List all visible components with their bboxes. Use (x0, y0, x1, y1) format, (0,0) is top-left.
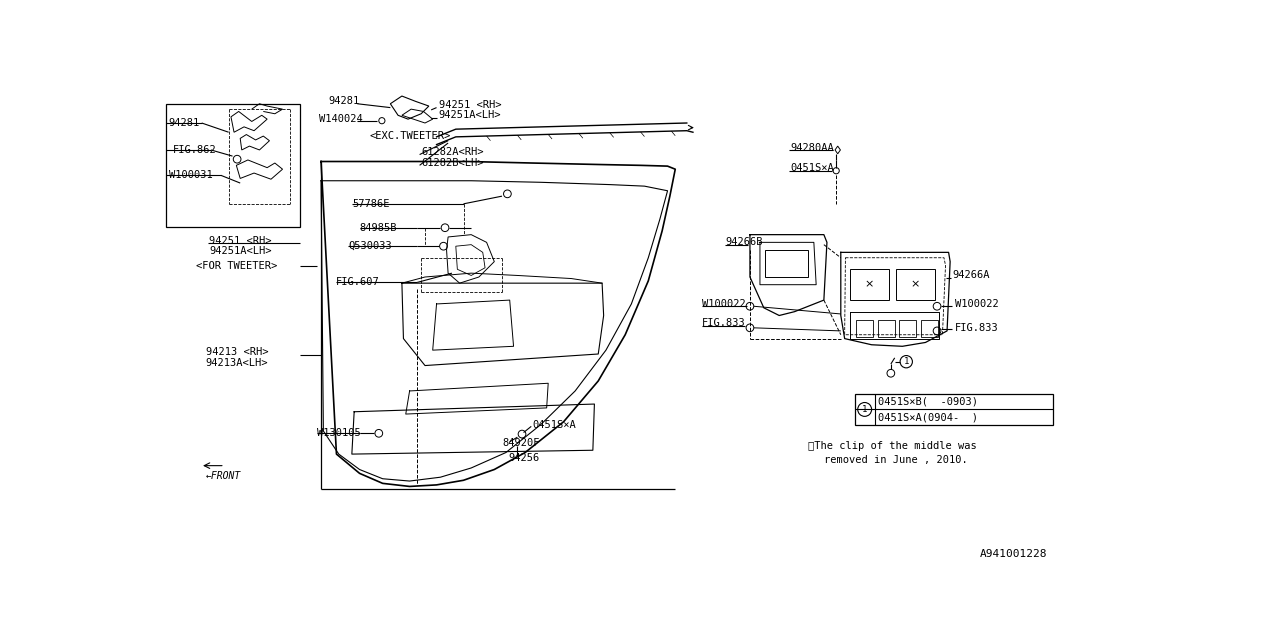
Text: A941001228: A941001228 (979, 549, 1047, 559)
Bar (896, 269, 934, 300)
Text: FIG.607: FIG.607 (335, 277, 379, 287)
Bar (855, 394, 1053, 425)
Text: FIG.833: FIG.833 (955, 323, 998, 333)
Text: <EXC.TWEETER>: <EXC.TWEETER> (370, 131, 451, 141)
Bar (850, 269, 888, 300)
Text: 84985B: 84985B (360, 223, 397, 233)
Text: 94256: 94256 (508, 453, 539, 463)
Text: 94213A<LH>: 94213A<LH> (206, 358, 268, 368)
Text: 0451S×A: 0451S×A (791, 163, 835, 173)
Text: W100031: W100031 (169, 170, 212, 180)
Text: 61282B<LH>: 61282B<LH> (421, 158, 484, 168)
Text: 94251 <RH>: 94251 <RH> (210, 236, 271, 246)
Bar (765, 250, 808, 277)
Text: 1: 1 (861, 405, 868, 414)
Text: ←FRONT: ←FRONT (206, 470, 241, 481)
Text: 94281: 94281 (329, 97, 360, 106)
Text: W140024: W140024 (319, 114, 362, 124)
Text: 61282A<RH>: 61282A<RH> (421, 147, 484, 157)
Text: 94213 <RH>: 94213 <RH> (206, 348, 268, 358)
Text: 1: 1 (904, 357, 909, 366)
Text: 94266A: 94266A (952, 271, 989, 280)
Bar (878, 320, 895, 337)
Bar (165, 104, 301, 227)
Text: 0451S×A(0904-  ): 0451S×A(0904- ) (878, 412, 978, 422)
Text: 0451S×A: 0451S×A (532, 420, 576, 430)
Text: 57786E: 57786E (352, 199, 389, 209)
Text: 94281: 94281 (169, 118, 200, 128)
Text: W130105: W130105 (317, 428, 361, 438)
Text: ×: × (864, 280, 874, 290)
Text: W100022: W100022 (703, 299, 746, 309)
Bar (856, 320, 873, 337)
Text: <FOR TWEETER>: <FOR TWEETER> (196, 261, 276, 271)
Text: ×: × (911, 280, 920, 290)
Text: ※The clip of the middle was: ※The clip of the middle was (809, 442, 977, 451)
Bar (920, 320, 938, 337)
Text: FIG.862: FIG.862 (173, 145, 216, 155)
Text: Q530033: Q530033 (348, 241, 392, 251)
Text: 0451S×B(  -0903): 0451S×B( -0903) (878, 396, 978, 406)
Text: 94251A<LH>: 94251A<LH> (210, 246, 271, 256)
Text: 84920F: 84920F (502, 438, 539, 447)
Text: W100022: W100022 (955, 299, 998, 309)
Text: 94280AA: 94280AA (791, 143, 835, 152)
Text: 94251A<LH>: 94251A<LH> (439, 110, 502, 120)
Text: 94266B: 94266B (726, 237, 763, 247)
Text: removed in June , 2010.: removed in June , 2010. (824, 455, 968, 465)
Bar (900, 320, 916, 337)
Text: 94251 <RH>: 94251 <RH> (439, 100, 502, 110)
Text: FIG.833: FIG.833 (703, 318, 746, 328)
